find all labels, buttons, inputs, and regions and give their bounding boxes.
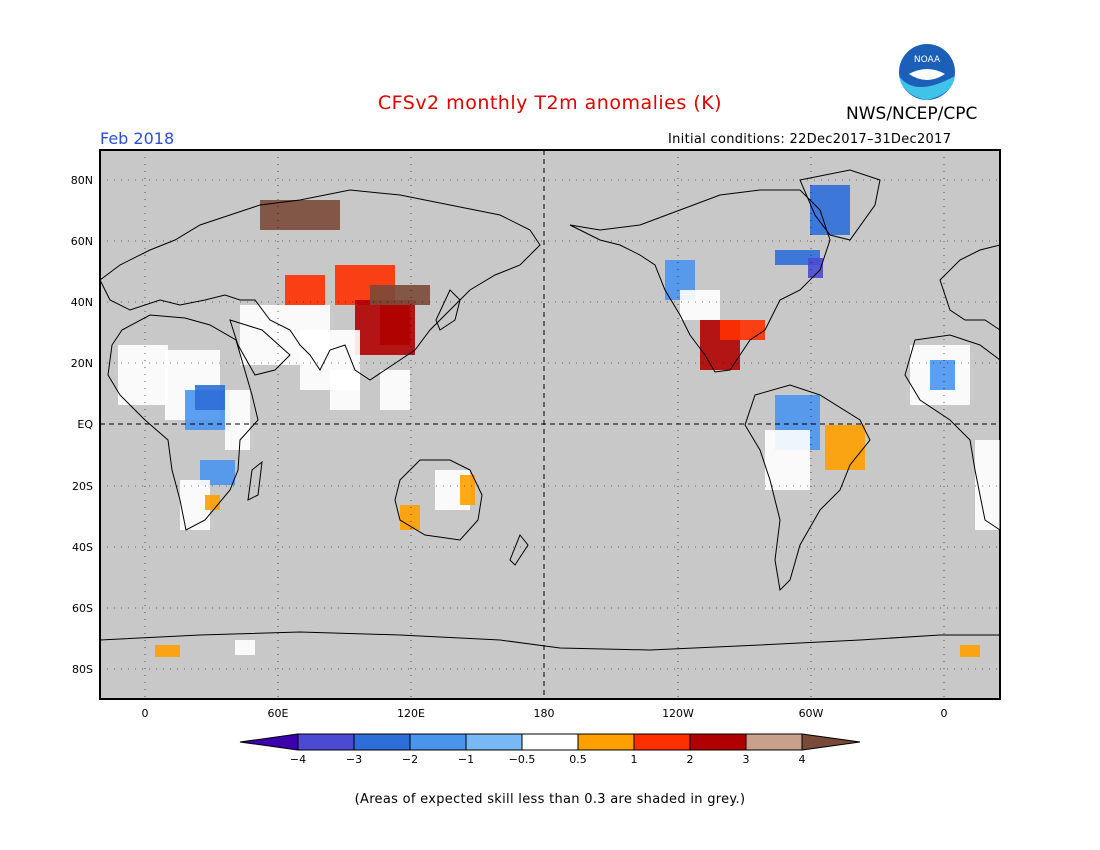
anomaly-cell [810,185,850,235]
colorbar-tick-label: 0.5 [569,753,587,766]
colorbar-tick-label: 3 [743,753,750,766]
coastline [435,289,461,331]
latitude-labels: 80N 60N 40N 20N EQ 20S 40S 60S 80S [71,174,94,676]
anomaly-cell [118,345,168,405]
colorbar-swatch [633,733,691,751]
lat-label: 80S [72,663,93,676]
lat-label: 40N [71,296,93,309]
colorbar-arrow-low [239,733,299,751]
noaa-logo: NOAA [896,41,958,103]
anomaly-cell [400,505,420,530]
coastline [904,334,1001,531]
map-title: CFSv2 monthly T2m anomalies (K) [377,92,723,114]
colorbar-swatch [689,733,747,751]
coastline [799,169,881,241]
colorbar [239,733,861,751]
forecast-month: Feb 2018 [100,129,175,148]
anomaly-cell [680,290,720,320]
graticule [100,150,1000,699]
lat-label: 40S [72,541,93,554]
lat-label: 20S [72,480,93,493]
colorbar-swatch [353,733,411,751]
anomaly-cell [235,640,255,655]
anomaly-cell [155,645,180,657]
anomaly-cell [380,370,410,410]
skill-footnote: (Areas of expected skill less than 0.3 a… [354,792,746,807]
colorbar-tick-label: −1 [458,753,474,766]
lat-label: 60N [71,235,93,248]
agency-label: NWS/NCEP/CPC [846,104,978,124]
anomaly-cell [380,305,410,345]
colorbar-swatch [465,733,523,751]
lat-label: EQ [77,418,93,431]
coastline [744,384,871,592]
colorbar-swatch [409,733,467,751]
coastline [99,631,1001,700]
colorbar-swatch [577,733,635,751]
coastline [229,319,291,376]
anomaly-cell [930,360,955,390]
colorbar-swatch [297,733,355,751]
colorbar-tick-label: −4 [290,753,306,766]
lat-label: 80N [71,174,93,187]
coastline [569,189,831,373]
lat-label: 20N [71,357,93,370]
lon-label: 120W [662,707,694,720]
initial-conditions: Initial conditions: 22Dec2017–31Dec2017 [668,132,952,147]
colorbar-arrow-high [801,733,861,751]
anomaly-cell [960,645,980,657]
noaa-logo-text: NOAA [914,55,941,65]
coastline [939,244,1001,331]
colorbar-tick-label: −0.5 [509,753,536,766]
colorbar-tick-label: −2 [402,753,418,766]
anomaly-cell [975,440,1000,530]
anomaly-cell [808,258,823,278]
lon-label: 180 [534,707,555,720]
anomaly-cell [330,370,360,410]
colorbar-tick-label: −3 [346,753,362,766]
longitude-labels: 0 60E 120E 180 120W 60W 0 [142,707,948,720]
lon-label: 120E [397,707,425,720]
anomaly-cell [370,285,430,305]
colorbar-tick-label: 4 [799,753,806,766]
anomaly-cell [260,200,340,230]
anomaly-fields [118,185,1000,657]
anomaly-cell [195,385,225,410]
coastline [394,459,483,541]
anomaly-cell [825,425,865,470]
coastline [99,189,541,381]
anomaly-cell [225,390,250,450]
lat-label: 60S [72,602,93,615]
coastline [107,314,259,531]
lon-label: 60W [799,707,824,720]
coastlines [99,169,1001,700]
anomaly-cell [720,320,765,340]
anomaly-cell [765,430,810,490]
coastline [247,460,263,501]
colorbar-labels: −4 −3 −2 −1 −0.5 0.5 1 2 3 4 [290,753,806,766]
colorbar-swatch [745,733,803,751]
colorbar-tick-label: 2 [687,753,694,766]
lon-label: 0 [142,707,149,720]
lon-label: 60E [268,707,289,720]
colorbar-tick-label: 1 [631,753,638,766]
anomaly-cell [460,475,475,505]
anomaly-cell [285,275,325,305]
colorbar-swatch [521,733,579,751]
anomaly-cell [205,495,220,510]
coastline [509,534,529,566]
lon-label: 0 [941,707,948,720]
